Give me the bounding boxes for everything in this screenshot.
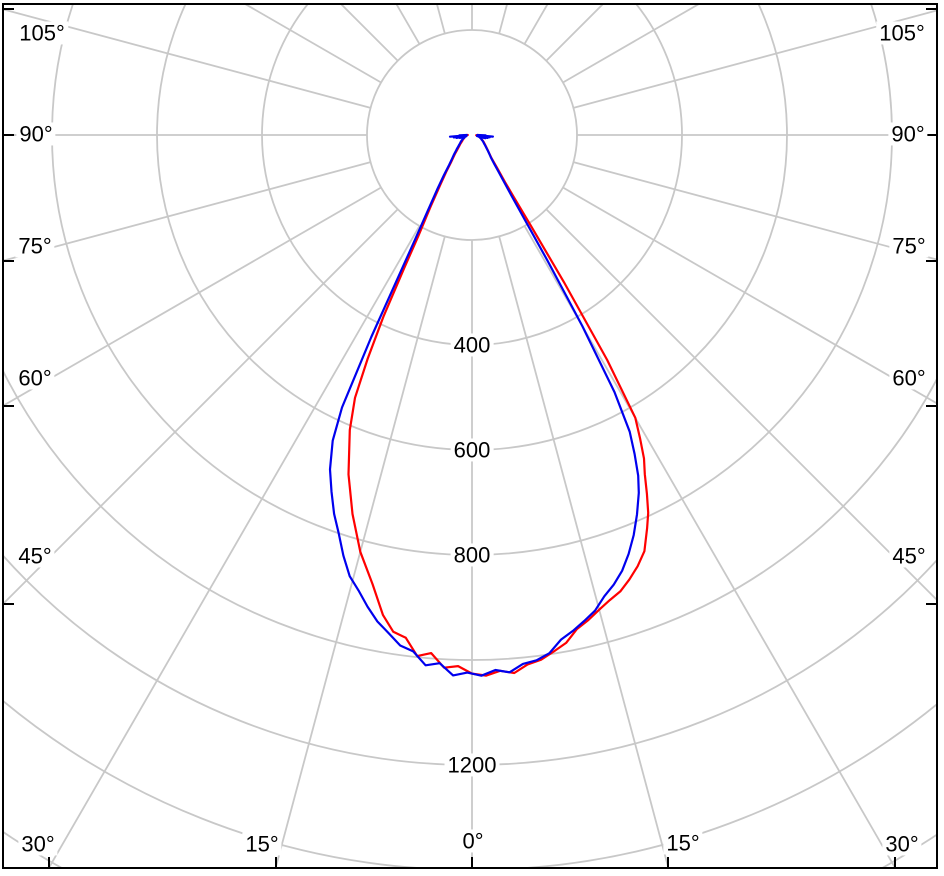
blue-curve [328, 133, 640, 677]
axis-ticks [3, 8, 937, 868]
chart-border [2, 3, 938, 869]
